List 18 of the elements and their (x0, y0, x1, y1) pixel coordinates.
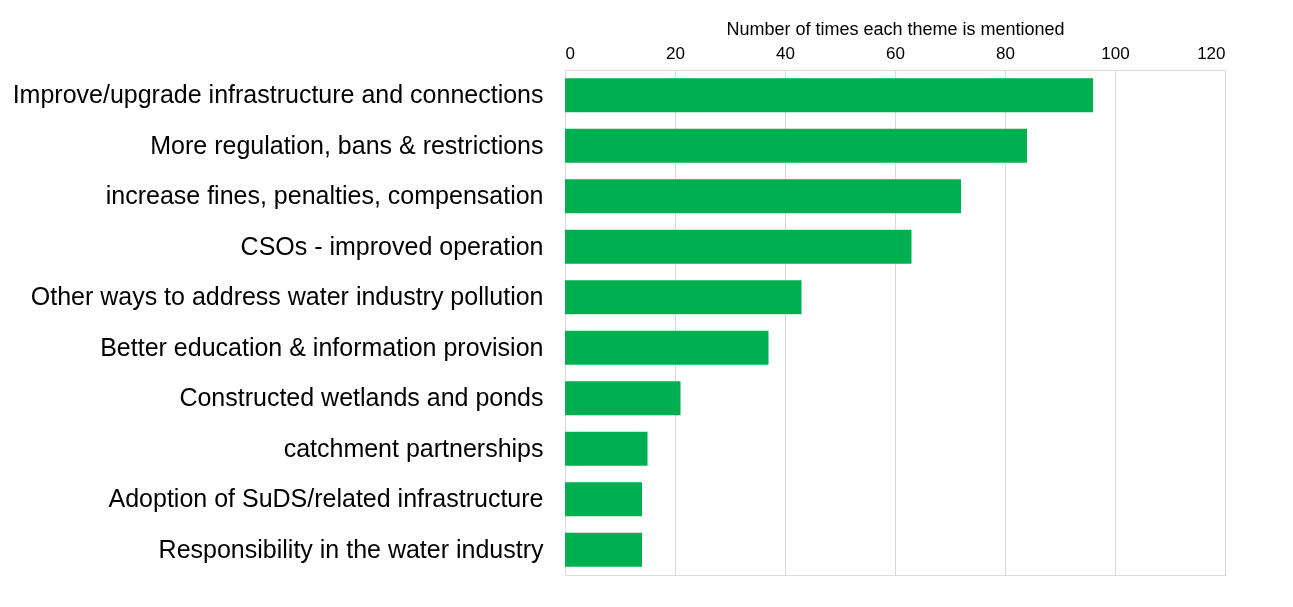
y-tick-label: Improve/upgrade infrastructure and connections (12, 80, 544, 109)
x-tick-label: 80 (996, 43, 1015, 63)
x-axis-title: Number of times each theme is mentioned (726, 18, 1065, 39)
y-tick-label: catchment partnerships (283, 433, 544, 462)
x-tick-label: 120 (1197, 43, 1226, 63)
x-tick-label: 20 (666, 43, 685, 63)
x-tick-label: 0 (565, 43, 575, 63)
y-tick-label: Adoption of SuDS/related infrastructure (108, 484, 544, 513)
y-tick-label: Constructed wetlands and ponds (179, 383, 544, 412)
y-tick-label: Other ways to address water industry pollution (30, 282, 544, 311)
y-tick-label: Better education & information provision (100, 332, 544, 361)
y-tick-label: CSOs - improved operation (240, 231, 544, 260)
y-tick-label: More regulation, bans & restrictions (150, 130, 544, 159)
y-tick-label: increase fines, penalties, compensation (105, 181, 544, 210)
x-tick-label: 100 (1101, 43, 1130, 63)
x-tick-label: 40 (776, 43, 795, 63)
y-tick-label: Responsibility in the water industry (158, 534, 544, 563)
x-tick-label: 60 (886, 43, 905, 63)
